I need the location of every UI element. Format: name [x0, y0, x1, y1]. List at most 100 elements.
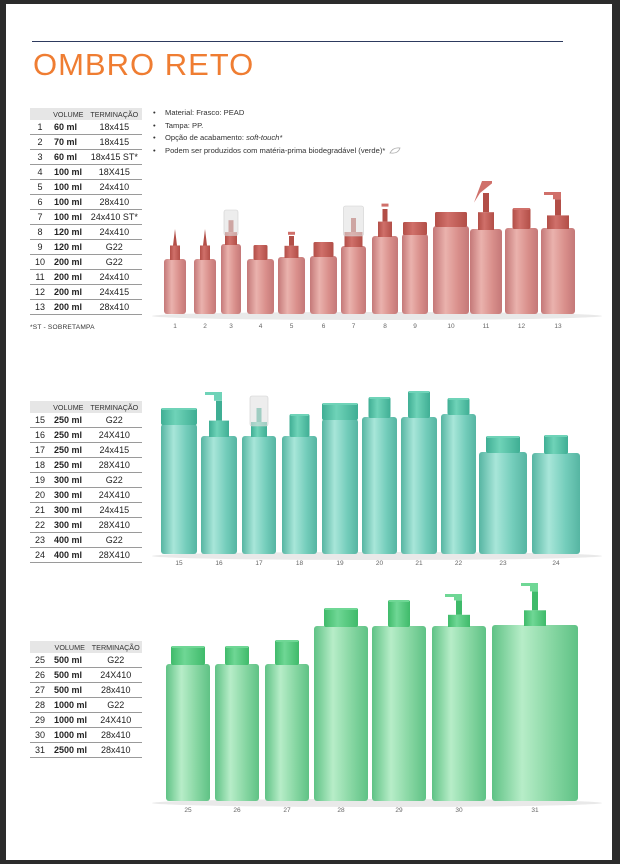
bottle-1: [164, 229, 186, 314]
bottle-16: [201, 392, 237, 554]
table-row: 6 100 ml 28x410: [30, 194, 142, 210]
recycle-leaf-icon: [389, 147, 401, 155]
row-volume: 120 ml: [50, 239, 87, 255]
row-volume: 1000 ml: [50, 727, 90, 743]
bottle-number-label: 20: [375, 560, 384, 567]
bottle-number-label: 18: [295, 560, 304, 567]
material-list: • Material: Frasco: PEAD • Tampa: PP. • Opç…: [153, 107, 401, 157]
row-termination: 18x415: [86, 120, 142, 135]
row-number: 31: [30, 742, 50, 758]
col-num: [30, 641, 50, 653]
row-number: 30: [30, 727, 50, 743]
bottle-19: [322, 403, 358, 554]
row-number: 24: [30, 547, 50, 563]
col-num: [30, 108, 50, 120]
bottle-25: [166, 646, 210, 801]
row-volume: 70 ml: [50, 134, 87, 150]
row-volume: 100 ml: [50, 164, 87, 180]
table-row: 20 300 ml 24X410: [30, 487, 142, 503]
footnote: *ST - SOBRETAMPA: [30, 324, 95, 331]
row-termination: 18x415 ST*: [86, 149, 142, 165]
row-termination: 28X410: [86, 547, 142, 563]
bottle-12: [505, 208, 538, 314]
row-volume: 60 ml: [50, 149, 87, 165]
row-number: 23: [30, 532, 50, 548]
row-volume: 120 ml: [50, 224, 87, 240]
table-row: 27 500 ml 28x410: [30, 682, 142, 698]
row-volume: 250 ml: [50, 457, 87, 473]
table-row: 12 200 ml 24x415: [30, 284, 142, 300]
row-number: 26: [30, 667, 50, 683]
row-volume: 300 ml: [50, 487, 87, 503]
row-number: 6: [30, 194, 50, 210]
bottle-number-label: 4: [258, 323, 263, 330]
bullet-item: • Podem ser produzidos com matéria-prima …: [153, 145, 401, 158]
table-row: 8 120 ml 24x410: [30, 224, 142, 240]
bottle-number-label: 7: [351, 323, 356, 330]
bottle-30: [432, 594, 486, 801]
col-volume: VOLUME: [50, 641, 90, 653]
bottle-number-label: 29: [395, 807, 403, 814]
row-termination: 28X410: [86, 457, 142, 473]
bottle-number-label: 16: [215, 560, 223, 567]
row-termination: 24x415: [86, 442, 142, 458]
row-number: 29: [30, 712, 50, 728]
bottle-27: [265, 640, 309, 801]
row-volume: 200 ml: [50, 299, 87, 315]
bottle-number-label: 17: [255, 560, 263, 567]
col-volume: VOLUME: [50, 108, 87, 120]
bottle-number-label: 1: [173, 323, 177, 330]
bottle-21: [401, 391, 437, 554]
spec-table-1: VOLUME TERMINAÇÃO 1 60 ml 18x415 2 70 ml 18x4…: [30, 108, 142, 315]
bottle-number-label: 27: [283, 807, 291, 814]
bottle-number-label: 26: [233, 807, 241, 814]
row-volume: 200 ml: [50, 284, 87, 300]
row-termination: G22: [86, 472, 142, 488]
bottle-20: [362, 397, 397, 554]
bottle-number-label: 30: [455, 807, 463, 814]
row-volume: 60 ml: [50, 120, 87, 135]
col-num: [30, 401, 50, 413]
row-termination: 18X415: [86, 164, 142, 180]
bottle-9: [402, 222, 428, 314]
table-row: 15 250 ml G22: [30, 413, 142, 428]
row-volume: 300 ml: [50, 517, 87, 533]
top-rule: [32, 41, 563, 42]
bottle-number-label: 2: [203, 323, 207, 330]
col-termination: TERMINAÇÃO: [89, 641, 142, 653]
row-termination: G22: [86, 254, 142, 270]
table-row: 24 400 ml 28X410: [30, 547, 142, 563]
bottles-green-scene: 25 26 27 28 29 30 31: [152, 579, 602, 819]
bottle-number-label: 19: [336, 560, 344, 567]
table-row: 3 60 ml 18x415 ST*: [30, 149, 142, 165]
table-row: 22 300 ml 28X410: [30, 517, 142, 533]
row-termination: G22: [89, 653, 142, 668]
table-row: 9 120 ml G22: [30, 239, 142, 255]
row-number: 18: [30, 457, 50, 473]
row-termination: 24x415: [86, 502, 142, 518]
row-volume: 100 ml: [50, 194, 87, 210]
bottle-5: [278, 231, 305, 314]
bottle-10: [433, 212, 469, 314]
bottle-number-label: 24: [552, 560, 560, 567]
row-volume: 250 ml: [50, 442, 87, 458]
row-volume: 300 ml: [50, 502, 87, 518]
row-number: 9: [30, 239, 50, 255]
row-termination: G22: [86, 239, 142, 255]
row-number: 16: [30, 427, 50, 443]
row-termination: 28x410: [89, 727, 142, 743]
row-termination: G22: [89, 697, 142, 713]
table-row: 17 250 ml 24x415: [30, 442, 142, 458]
row-termination: 28x410: [86, 194, 142, 210]
table-row: 18 250 ml 28X410: [30, 457, 142, 473]
row-number: 13: [30, 299, 50, 315]
bottles-pink-scene: 1 2 3 4 5 6 7 8 9 10 11 12 13: [152, 174, 602, 334]
row-volume: 1000 ml: [50, 697, 90, 713]
bottle-number-label: 23: [499, 560, 507, 567]
page-title: OMBRO RETO: [33, 47, 255, 82]
catalog-page: OMBRO RETO VOLUME TERMINAÇÃO 1 60 ml 18x41…: [6, 4, 612, 860]
row-volume: 100 ml: [50, 179, 87, 195]
row-volume: 200 ml: [50, 254, 87, 270]
bottle-number-label: 10: [447, 323, 455, 330]
row-number: 4: [30, 164, 50, 180]
